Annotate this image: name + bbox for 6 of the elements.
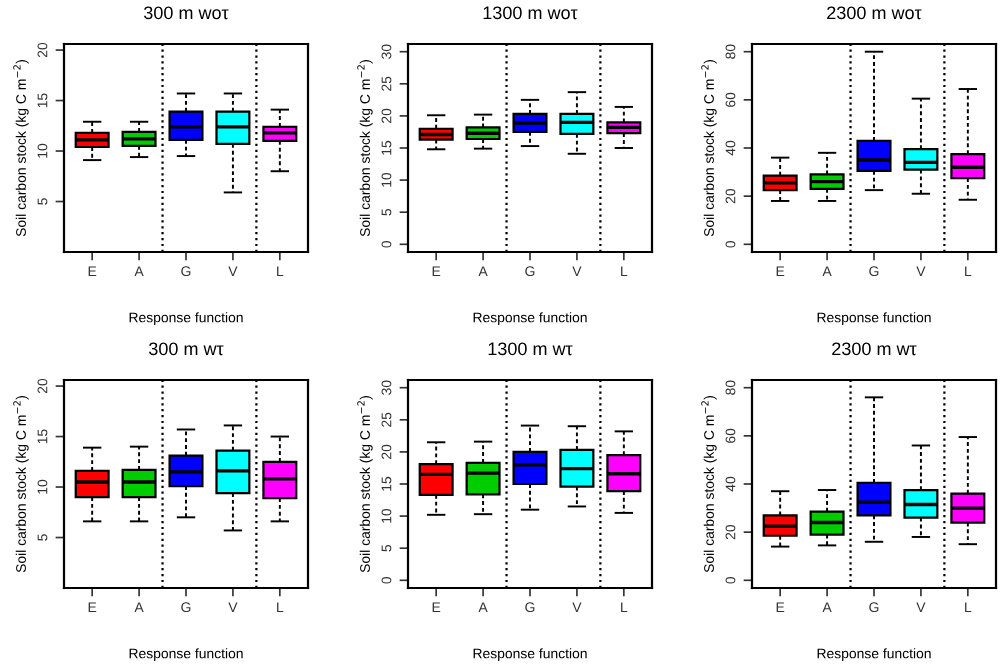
chart-title: 300 m wτ — [149, 342, 224, 356]
chart-title: 2300 m woτ — [827, 6, 922, 20]
chart-title: 1300 m woτ — [483, 6, 578, 20]
chart-title: 1300 m wτ — [488, 342, 573, 356]
chart-title: 300 m woτ — [143, 6, 229, 20]
chart-title: 2300 m wτ — [832, 342, 917, 356]
